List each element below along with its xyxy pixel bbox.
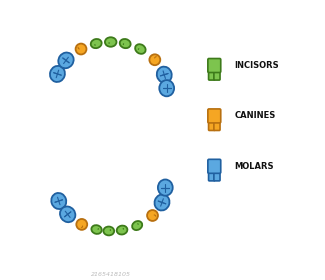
FancyBboxPatch shape (209, 120, 220, 123)
FancyBboxPatch shape (208, 59, 221, 73)
Ellipse shape (105, 37, 116, 47)
FancyBboxPatch shape (214, 170, 220, 181)
Ellipse shape (58, 53, 74, 68)
FancyBboxPatch shape (214, 69, 220, 80)
Ellipse shape (60, 206, 75, 222)
FancyBboxPatch shape (208, 159, 221, 173)
Ellipse shape (76, 44, 86, 55)
Ellipse shape (132, 221, 142, 230)
FancyBboxPatch shape (208, 109, 221, 123)
Ellipse shape (154, 194, 170, 211)
Ellipse shape (51, 193, 66, 209)
Ellipse shape (158, 179, 173, 196)
Text: MOLARS: MOLARS (234, 162, 274, 171)
Ellipse shape (147, 210, 158, 221)
Text: INCISORS: INCISORS (234, 61, 279, 70)
Ellipse shape (103, 227, 114, 235)
Text: 2165418105: 2165418105 (91, 272, 131, 277)
Ellipse shape (159, 80, 174, 96)
FancyBboxPatch shape (209, 69, 220, 72)
Ellipse shape (91, 39, 102, 48)
Ellipse shape (157, 67, 172, 83)
Ellipse shape (135, 44, 146, 54)
FancyBboxPatch shape (209, 170, 215, 181)
Ellipse shape (76, 219, 87, 230)
Text: CANINES: CANINES (234, 111, 276, 120)
Ellipse shape (150, 54, 160, 65)
FancyBboxPatch shape (209, 170, 220, 173)
Ellipse shape (120, 39, 131, 48)
FancyBboxPatch shape (214, 120, 220, 130)
Ellipse shape (50, 66, 65, 82)
Ellipse shape (91, 225, 102, 234)
Ellipse shape (117, 226, 127, 235)
FancyBboxPatch shape (209, 120, 215, 130)
FancyBboxPatch shape (209, 69, 215, 80)
